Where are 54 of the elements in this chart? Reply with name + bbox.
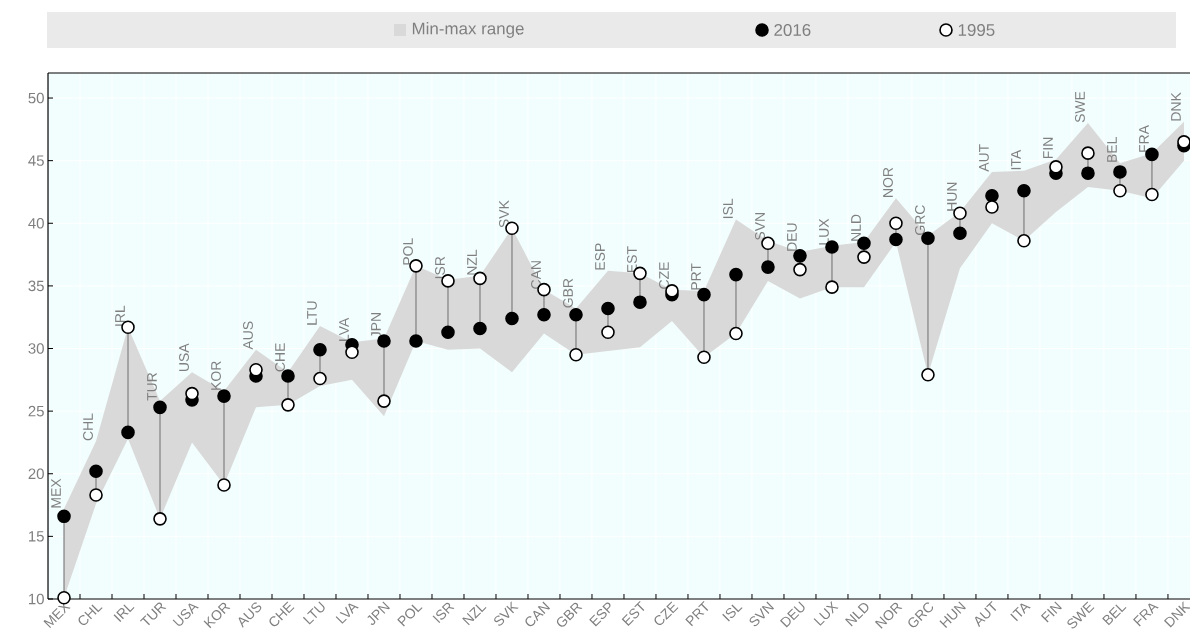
category-label: LVA xyxy=(339,317,349,341)
y-tick-label: 35 xyxy=(28,280,44,292)
y-tick-label: 25 xyxy=(28,405,44,417)
category-label: JPN xyxy=(371,313,381,339)
x-tick-label: TUR xyxy=(139,602,167,626)
category-label: LTU xyxy=(307,301,317,325)
category-label: DEU xyxy=(787,223,797,251)
category-label: KOR xyxy=(211,361,221,390)
category-label: FRA xyxy=(1139,125,1149,152)
category-label: ESP xyxy=(595,243,605,270)
y-tick-label: 30 xyxy=(28,343,44,354)
category-label: HUN xyxy=(947,182,957,211)
category-label: AUT xyxy=(979,144,989,172)
y-tick-label: 40 xyxy=(28,217,44,229)
category-label: BEL xyxy=(1107,137,1117,162)
legend-label: Min-max range xyxy=(412,22,524,38)
category-label: ITA xyxy=(1011,149,1021,170)
x-tick-label: CHL xyxy=(78,604,103,626)
x-tick-label: IRL xyxy=(113,604,135,622)
category-label: TUR xyxy=(147,372,157,401)
category-label: CHE xyxy=(275,343,285,372)
category-label: ISR xyxy=(435,256,445,279)
x-tick-label: ISR xyxy=(432,602,455,624)
category-label: USA xyxy=(179,343,189,372)
x-tick-label: NZL xyxy=(462,604,487,626)
category-label: ISL xyxy=(723,198,733,219)
y-tick-label: 15 xyxy=(29,531,44,542)
x-tick-label: ITA xyxy=(1010,603,1031,622)
legend-label: 2016 xyxy=(774,23,811,36)
x-tick-label: FIN xyxy=(1040,601,1062,623)
legend-label: 1995 xyxy=(958,23,995,36)
x-tick-label: LVA xyxy=(335,603,359,624)
category-label: GRC xyxy=(915,205,925,235)
x-tick-label: BEL xyxy=(1102,604,1127,626)
category-label: AUS xyxy=(243,321,253,350)
category-label: GBR xyxy=(563,278,573,308)
category-label: NLD xyxy=(851,214,861,241)
y-tick-label: 50 xyxy=(28,92,44,104)
category-label: DNK xyxy=(1171,92,1181,121)
category-label: SWE xyxy=(1075,91,1085,123)
x-tick-label: USA xyxy=(172,603,199,626)
category-label: FIN xyxy=(1043,137,1053,159)
x-tick-label: POL xyxy=(397,604,423,627)
category-label: CZE xyxy=(659,262,669,289)
x-tick-label: ISL xyxy=(722,604,743,622)
category-label: NOR xyxy=(883,167,893,197)
y-tick-label: 10 xyxy=(29,593,44,605)
y-tick-label: 45 xyxy=(28,155,44,166)
category-label: SVN xyxy=(755,213,765,240)
category-label: NZL xyxy=(467,249,477,275)
category-label: PRT xyxy=(691,263,701,290)
y-tick-label: 20 xyxy=(28,468,44,480)
category-label: MEX xyxy=(51,478,61,508)
category-label: CHL xyxy=(83,413,93,441)
